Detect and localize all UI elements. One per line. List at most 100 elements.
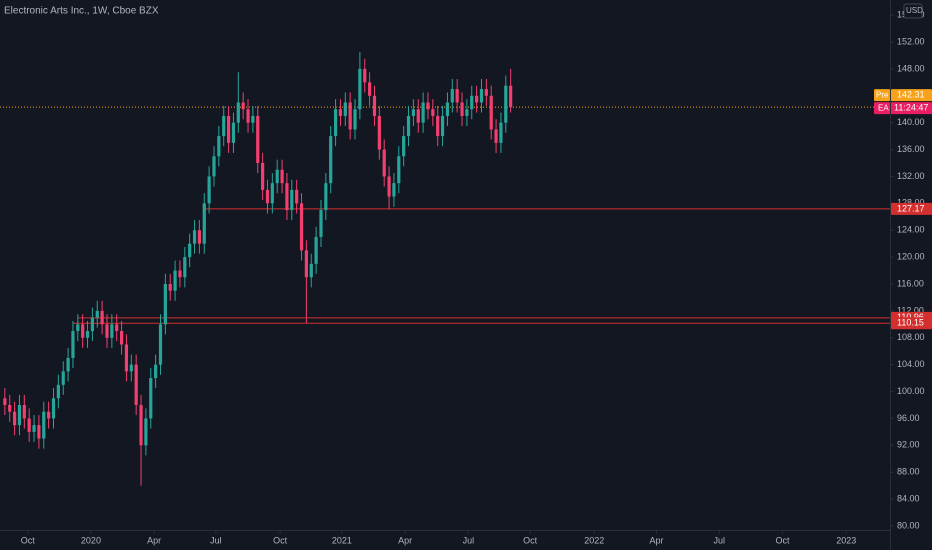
candle-body [353, 109, 357, 130]
y-tick-label: 124.00 [897, 225, 925, 235]
candle-body [382, 149, 386, 177]
candle-body [105, 324, 109, 338]
x-tick-label: Apr [650, 535, 664, 545]
countdown-label: 11:24:47 [894, 103, 928, 113]
session-box [874, 89, 890, 102]
candle-body [392, 183, 396, 197]
candle-body [280, 169, 284, 184]
x-tick-label: 2022 [584, 535, 604, 545]
y-tick-label: 80.00 [897, 520, 920, 530]
candle-body [110, 324, 114, 338]
candle-body [324, 183, 328, 211]
candle-body [192, 230, 197, 244]
candle-body [222, 115, 226, 137]
x-tick-label: Jul [210, 535, 222, 545]
candle-body [207, 176, 211, 204]
y-tick-label: 148.00 [897, 63, 925, 73]
x-tick-label: 2023 [836, 535, 856, 545]
candle-body [309, 263, 313, 278]
level-label-box [891, 202, 932, 215]
candle-body [489, 95, 493, 130]
candle-body [81, 324, 85, 338]
candle-body [124, 344, 129, 372]
candle-body [440, 115, 445, 137]
x-tick-label: Oct [273, 535, 288, 545]
x-tick-label: Oct [776, 535, 791, 545]
y-tick-label: 92.00 [897, 440, 920, 450]
candle-body [455, 89, 459, 103]
x-tick-label: Apr [147, 535, 161, 545]
candle-body [411, 109, 415, 116]
candle-body [358, 68, 362, 110]
candle-body [436, 115, 440, 137]
candle-body [329, 136, 333, 184]
candle-body [494, 129, 498, 143]
currency-box [903, 3, 923, 19]
candle-body [168, 283, 172, 291]
y-tick-label: 140.00 [897, 117, 925, 127]
candle-body [66, 357, 70, 372]
candle-body [246, 109, 250, 123]
candle-body [71, 331, 75, 358]
y-tick-label: 108.00 [897, 332, 925, 342]
candle-body [465, 109, 469, 116]
candle-body [372, 95, 377, 116]
candle-body [290, 189, 294, 211]
candle-body [504, 85, 508, 123]
x-tick-label: Oct [21, 535, 36, 545]
candle-body [51, 398, 56, 419]
candle-body [402, 136, 406, 157]
candle-body [475, 95, 479, 103]
candle-body [387, 176, 391, 197]
candle-body [484, 89, 488, 96]
candle-body [304, 250, 308, 278]
y-tick-label: 96.00 [897, 413, 920, 423]
y-tick-label: 136.00 [897, 144, 925, 154]
candle-body [231, 122, 236, 143]
candle-body [236, 102, 240, 123]
candle-body [144, 418, 148, 446]
candle-body [42, 411, 46, 439]
candle-body [226, 115, 231, 143]
y-tick-label: 128.00 [897, 198, 925, 208]
y-tick-label: 120.00 [897, 251, 925, 261]
candle-body [47, 411, 51, 419]
candle-body [178, 270, 182, 278]
x-tick-label: Jul [714, 535, 726, 545]
candle-body [17, 404, 22, 426]
x-tick-label: Oct [523, 535, 538, 545]
candle-body [188, 243, 192, 258]
candle-body [363, 68, 367, 83]
candle-body [470, 95, 474, 110]
candle-body [212, 156, 216, 177]
chart-title: Electronic Arts Inc., 1W, Cboe BZX [4, 6, 159, 17]
candle-body [119, 331, 124, 345]
candle-body [295, 189, 299, 204]
candle-body [261, 162, 265, 190]
candle-body [368, 82, 372, 96]
candle-body [149, 378, 153, 419]
currency-label: USD [906, 6, 923, 15]
level-label: 110.96 [897, 312, 924, 322]
level-label: 110.15 [897, 318, 924, 328]
candle-body [479, 89, 484, 103]
candle-body [450, 89, 454, 103]
candle-body [509, 85, 513, 108]
candle-body [173, 270, 177, 291]
candle-body [12, 411, 17, 426]
last-price-label: 142.31 [897, 90, 925, 100]
y-tick-label: 100.00 [897, 386, 925, 396]
x-tick-label: Apr [398, 535, 412, 545]
candle-body [256, 115, 260, 163]
candle-body [333, 109, 338, 137]
y-tick-label: 104.00 [897, 359, 925, 369]
candle-body [251, 115, 255, 123]
candle-body [421, 102, 425, 123]
candle-body [265, 189, 270, 204]
candle-body [343, 102, 347, 116]
candle-body [314, 236, 318, 264]
level-label: 127.17 [897, 203, 925, 213]
